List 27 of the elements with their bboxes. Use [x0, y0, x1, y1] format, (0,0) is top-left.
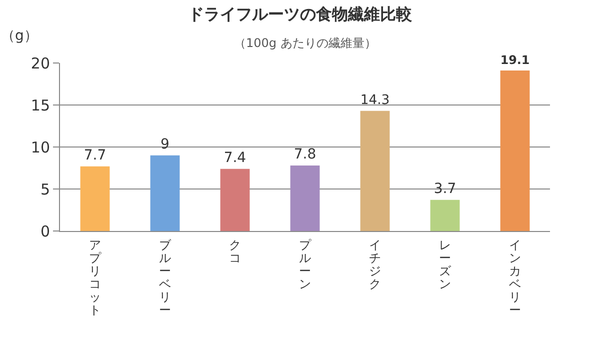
- chart-subtitle: （100g あたりの繊維量）: [234, 36, 376, 50]
- y-tick-label: 0: [40, 222, 50, 240]
- bar: [150, 155, 180, 231]
- bar: [500, 70, 530, 231]
- bar: [430, 200, 460, 231]
- x-tick-label: イチジク: [368, 238, 382, 291]
- chart-title: ドライフルーツの食物繊維比較: [188, 4, 413, 24]
- x-tick-label: クコ: [228, 238, 242, 265]
- bar: [290, 165, 320, 231]
- x-tick-label: インカベリー: [508, 238, 522, 317]
- data-label: 7.4: [224, 150, 246, 166]
- x-tick-label: レーズン: [438, 238, 452, 291]
- bar: [360, 110, 390, 231]
- y-tick-label: 10: [30, 138, 50, 156]
- y-axis-title: （g）: [1, 28, 38, 44]
- x-tick-label: プルーン: [298, 238, 312, 291]
- x-tick-label: アプリコット: [88, 238, 102, 317]
- x-tick-label: ブルーベリー: [158, 238, 172, 317]
- y-tick-label: 5: [40, 180, 50, 198]
- bar: [220, 168, 250, 231]
- y-tick-label: 15: [30, 96, 50, 114]
- data-label: 19.1: [500, 53, 530, 68]
- bar: [80, 166, 110, 231]
- data-label: 7.8: [294, 146, 316, 162]
- data-label: 7.7: [84, 147, 106, 164]
- data-label: 14.3: [360, 93, 390, 108]
- y-tick-label: 20: [30, 54, 50, 72]
